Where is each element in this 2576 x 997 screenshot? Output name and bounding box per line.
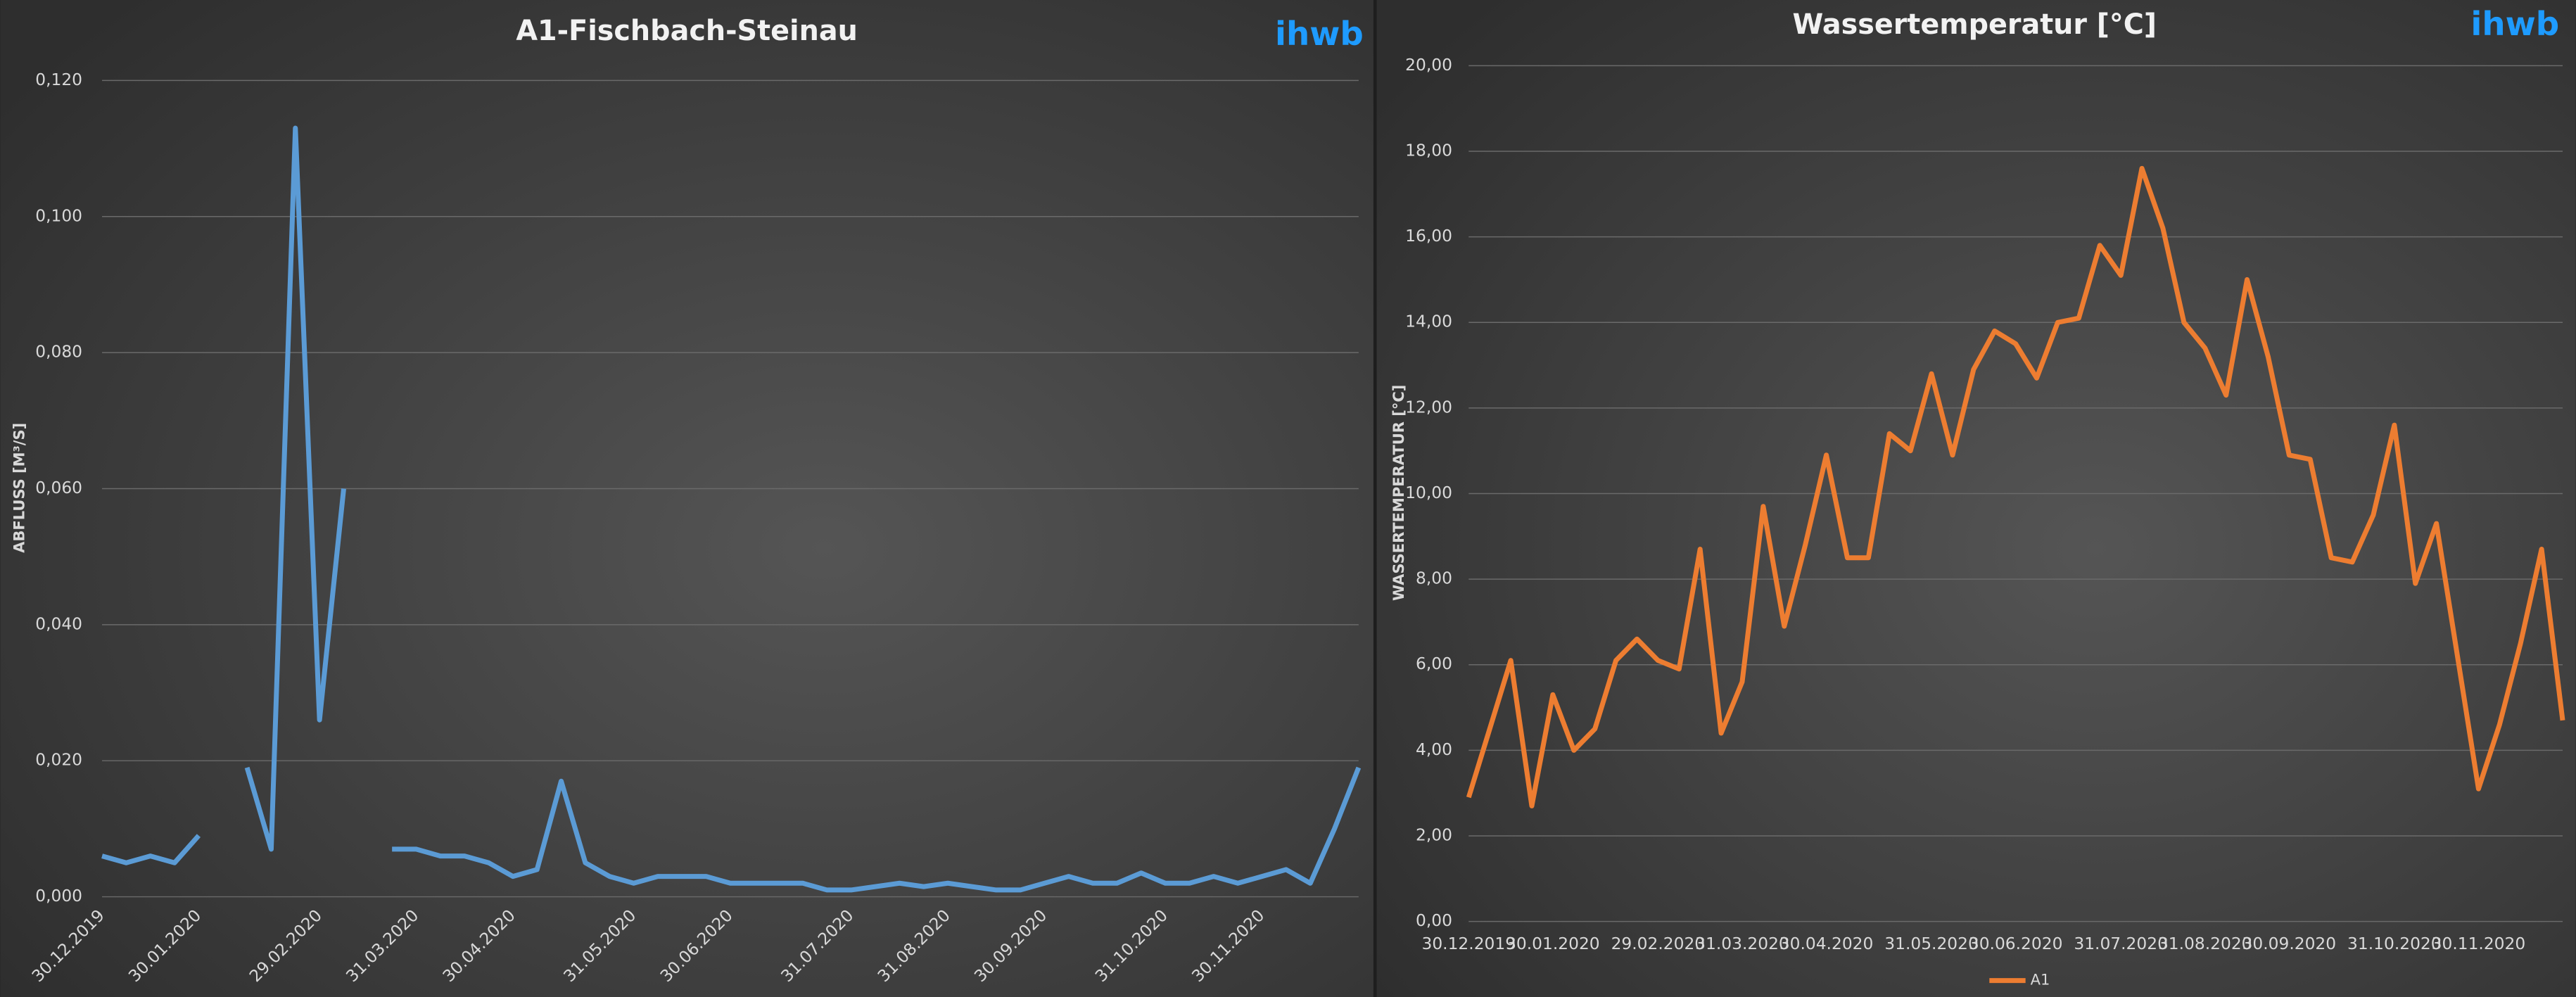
data-line — [101, 125, 1362, 893]
y-axis-title: ABFLUSS [M³/S] — [11, 423, 27, 553]
x-tick-label: 31.10.2020 — [2347, 934, 2442, 953]
x-tick-label: 30.12.2019 — [1421, 934, 1516, 953]
x-tick-label: 31.07.2020 — [2074, 934, 2168, 953]
y-tick-label: 16,00 — [1405, 226, 1452, 246]
x-tick-label: 29.02.2020 — [1611, 934, 1706, 953]
y-tick-label: 0,00 — [1416, 910, 1452, 930]
y-tick-label: 14,00 — [1405, 312, 1452, 331]
logo: ihwb — [1275, 15, 1364, 53]
y-tick-label: 0,020 — [35, 750, 82, 770]
panel-background — [1376, 0, 2576, 997]
y-axis-title: WASSERTEMPERATUR [°C] — [1390, 385, 1407, 601]
panel-background — [0, 0, 1373, 997]
y-tick-label: 2,00 — [1416, 825, 1452, 844]
y-tick-label: 0,000 — [35, 886, 82, 906]
y-tick-label: 0,060 — [35, 478, 82, 497]
y-tick-label: 12,00 — [1405, 397, 1452, 417]
chart-title: Wassertemperatur [°C] — [1793, 8, 2157, 41]
y-tick-label: 0,120 — [35, 70, 82, 89]
x-tick-label: 31.03.2020 — [1695, 934, 1789, 953]
y-tick-label: 4,00 — [1416, 739, 1452, 759]
x-tick-label: 31.05.2020 — [1884, 934, 1979, 953]
y-tick-label: 10,00 — [1405, 483, 1452, 502]
x-tick-label: 30.04.2020 — [1779, 934, 1874, 953]
y-tick-label: 20,00 — [1405, 55, 1452, 75]
legend-label: A1 — [2031, 972, 2050, 989]
logo: ihwb — [2470, 6, 2559, 44]
x-tick-label: 30.06.2020 — [1969, 934, 2063, 953]
x-tick-label: 30.11.2020 — [2432, 934, 2526, 953]
y-tick-label: 8,00 — [1416, 569, 1452, 588]
x-tick-label: 30.09.2020 — [2242, 934, 2337, 953]
x-tick-label: 30.01.2020 — [1506, 934, 1600, 953]
y-tick-label: 0,100 — [35, 205, 82, 225]
x-tick-label: 31.08.2020 — [2158, 934, 2252, 953]
y-tick-label: 0,040 — [35, 614, 82, 633]
data-line — [1466, 165, 2565, 808]
y-tick-label: 6,00 — [1416, 654, 1452, 673]
y-tick-label: 18,00 — [1405, 141, 1452, 160]
chart-title: A1-Fischbach-Steinau — [516, 15, 858, 47]
y-tick-label: 0,080 — [35, 342, 82, 362]
